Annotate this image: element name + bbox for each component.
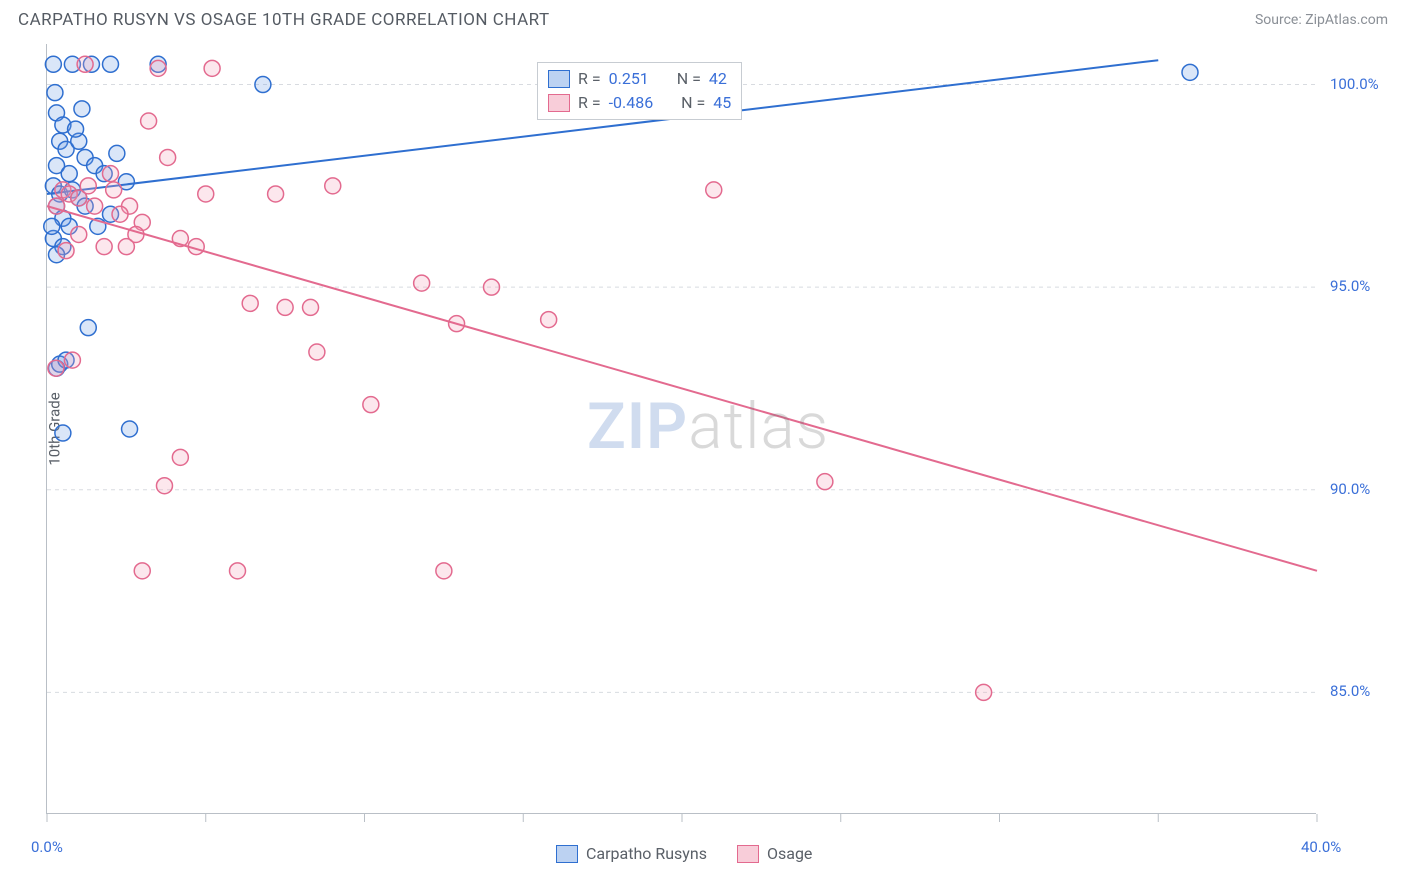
chart-source: Source: ZipAtlas.com bbox=[1255, 12, 1388, 28]
legend-swatch bbox=[737, 845, 759, 863]
y-tick-label: 100.0% bbox=[1330, 75, 1379, 93]
x-tick-label: 40.0% bbox=[1301, 838, 1341, 856]
legend-correlation: R = 0.251 N = 42 R = -0.486 N = 45 bbox=[537, 62, 742, 120]
y-tick-label: 90.0% bbox=[1330, 480, 1370, 498]
y-tick-label: 95.0% bbox=[1330, 277, 1370, 295]
plot-wrap: 10th Grade ZIPatlas R = 0.251 N = 42 R =… bbox=[46, 44, 1386, 814]
legend-series-item: Osage bbox=[737, 844, 812, 863]
plot-area: ZIPatlas R = 0.251 N = 42 R = -0.486 N =… bbox=[46, 44, 1316, 814]
legend-series: Carpatho Rusyns Osage bbox=[556, 844, 812, 863]
scatter-svg bbox=[47, 44, 1317, 814]
y-tick-label: 85.0% bbox=[1330, 682, 1370, 700]
legend-swatch bbox=[556, 845, 578, 863]
legend-correlation-row: R = 0.251 N = 42 bbox=[548, 67, 731, 91]
chart-title: CARPATHO RUSYN VS OSAGE 10TH GRADE CORRE… bbox=[18, 10, 550, 30]
legend-swatch bbox=[548, 70, 570, 88]
legend-series-label: Carpatho Rusyns bbox=[586, 844, 707, 863]
chart-header: CARPATHO RUSYN VS OSAGE 10TH GRADE CORRE… bbox=[0, 0, 1406, 34]
legend-series-item: Carpatho Rusyns bbox=[556, 844, 707, 863]
legend-swatch bbox=[548, 94, 570, 112]
x-tick-label: 0.0% bbox=[31, 838, 63, 856]
legend-correlation-row: R = -0.486 N = 45 bbox=[548, 91, 731, 115]
legend-series-label: Osage bbox=[767, 844, 812, 863]
